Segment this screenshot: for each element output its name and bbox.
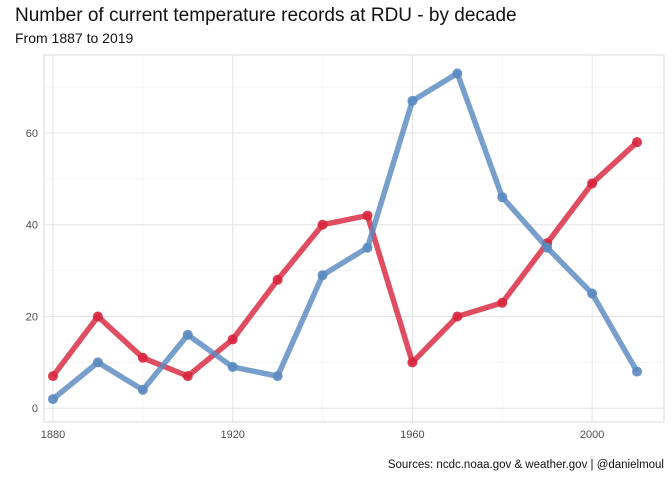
x-tick-label: 1960 — [400, 429, 424, 441]
y-tick-label: 0 — [32, 403, 38, 415]
chart-caption: Sources: ncdc.noaa.gov & weather.gov | @… — [387, 459, 664, 471]
y-tick-label: 20 — [26, 311, 38, 323]
panel-border — [43, 54, 665, 423]
series-1-point — [407, 357, 418, 368]
series-2-point — [632, 366, 643, 377]
x-tick-label: 1880 — [41, 429, 65, 441]
series-2-point — [317, 270, 328, 281]
series-1-point — [137, 352, 148, 363]
series-1-point — [497, 297, 508, 308]
series-2-point — [227, 361, 238, 372]
series-2-point — [497, 192, 508, 203]
series-1-point — [317, 219, 328, 230]
series-2-point — [137, 384, 148, 395]
series-2-point — [92, 357, 103, 368]
y-tick-label: 60 — [26, 128, 38, 140]
series-2-point — [272, 371, 283, 382]
chart-title: Number of current temperature records at… — [15, 5, 517, 26]
series-1-point — [632, 137, 643, 148]
series-1-point — [47, 371, 58, 382]
series-1-point — [362, 210, 373, 221]
series-1-point — [182, 371, 193, 382]
x-tick-label: 1920 — [220, 429, 244, 441]
series-1-point — [587, 178, 598, 189]
series-2-point — [47, 394, 58, 405]
series-2-line — [51, 70, 640, 402]
series-2-point — [542, 242, 553, 253]
series-2-point — [452, 68, 463, 79]
series-1-point — [452, 311, 463, 322]
series-1-line — [50, 140, 639, 379]
series-2-point — [587, 288, 598, 299]
series-1-point — [272, 274, 283, 285]
series-1-point — [227, 334, 238, 345]
series-2-point — [407, 95, 418, 106]
y-tick-label: 40 — [26, 220, 38, 232]
series-2-point — [362, 242, 373, 253]
chart-subtitle: From 1887 to 2019 — [15, 30, 134, 46]
series-2-point — [182, 329, 193, 340]
x-tick-label: 2000 — [580, 429, 604, 441]
series-1-point — [92, 311, 103, 322]
